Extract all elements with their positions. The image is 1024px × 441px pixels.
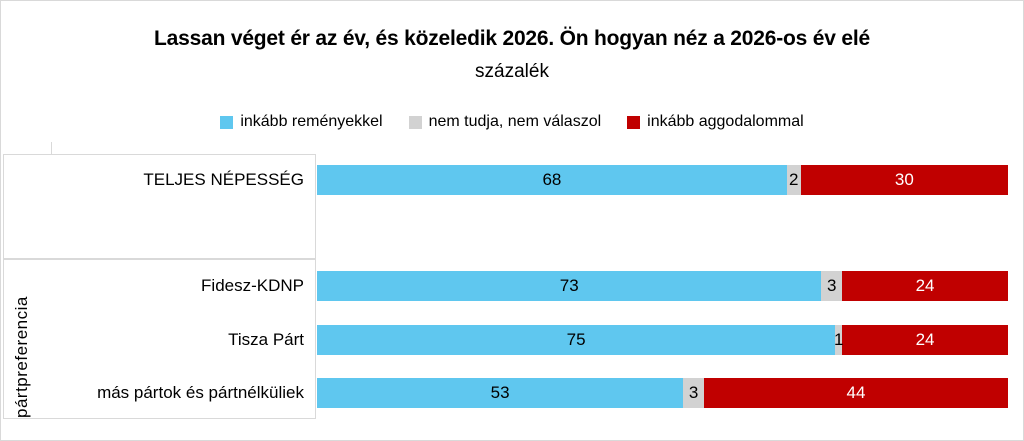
data-label: 68 bbox=[542, 170, 562, 189]
data-label: 53 bbox=[490, 383, 510, 402]
data-label: 75 bbox=[566, 329, 586, 349]
chart-subtitle: százalék bbox=[475, 61, 549, 82]
data-label: 73 bbox=[559, 276, 579, 295]
legend-label: inkább aggodalommal bbox=[647, 113, 804, 130]
legend-item: nem tudja, nem válaszol bbox=[408, 113, 602, 131]
category-label: TELJES NÉPESSÉG bbox=[143, 170, 304, 189]
plot-area: 68 2 30 73 3 24 75 1 24 53 3 44 bbox=[317, 154, 1008, 419]
category-label: Fidesz-KDNP bbox=[201, 276, 304, 295]
data-label: 24 bbox=[915, 276, 935, 295]
bar-segment-hope: 73 bbox=[317, 271, 822, 301]
bar-row: 53 3 44 bbox=[317, 378, 1008, 408]
bar-segment-hope: 53 bbox=[317, 378, 684, 408]
data-label: 24 bbox=[915, 329, 935, 349]
legend: inkább reményekkel nem tudja, nem válaszo… bbox=[1, 113, 1023, 131]
bar-row: 68 2 30 bbox=[317, 165, 1008, 195]
category-axis: pártpreferencia TELJES NÉPESSÉG Fidesz-KD… bbox=[3, 154, 316, 419]
bar-segment-worry: 24 bbox=[842, 324, 1008, 355]
legend-label: inkább reményekkel bbox=[240, 113, 383, 130]
legend-item: inkább reményekkel bbox=[220, 113, 383, 131]
bar-segment-hope: 68 bbox=[317, 165, 787, 195]
legend-item: inkább aggodalommal bbox=[627, 113, 804, 131]
bar-segment-worry: 30 bbox=[800, 165, 1008, 195]
bar-row: 73 3 24 bbox=[317, 271, 1008, 301]
category-label: más pártok és pártnélküliek bbox=[97, 383, 304, 402]
group-box-party-preference: pártpreferencia bbox=[3, 259, 316, 419]
data-label: 3 bbox=[688, 383, 699, 402]
group-box-total-population bbox=[3, 154, 316, 259]
legend-swatch-icon bbox=[220, 115, 234, 129]
data-label: 3 bbox=[827, 276, 837, 295]
data-label: 2 bbox=[789, 170, 799, 189]
bar-segment-dont-know: 3 bbox=[683, 378, 704, 408]
chart-title: Lassan véget ér az év, és közeledik 2026… bbox=[154, 27, 870, 50]
bar-segment-dont-know: 2 bbox=[786, 165, 801, 195]
data-label: 44 bbox=[846, 383, 866, 402]
data-label: 30 bbox=[894, 170, 914, 189]
data-label: 1 bbox=[833, 329, 844, 349]
bar-segment-hope: 75 bbox=[317, 324, 836, 355]
bar-segment-dont-know: 1 bbox=[833, 324, 844, 355]
legend-label: nem tudja, nem válaszol bbox=[428, 113, 602, 130]
category-label: Tisza Párt bbox=[228, 329, 304, 349]
category-axis-tick bbox=[51, 142, 52, 154]
bar-segment-dont-know: 3 bbox=[821, 271, 843, 301]
group-axis-label: pártpreferencia bbox=[12, 296, 31, 418]
bar-segment-worry: 24 bbox=[842, 271, 1008, 301]
legend-swatch-icon bbox=[408, 115, 422, 129]
legend-swatch-icon bbox=[627, 115, 641, 129]
bar-row: 75 1 24 bbox=[317, 324, 1008, 355]
bar-segment-worry: 44 bbox=[703, 378, 1008, 408]
